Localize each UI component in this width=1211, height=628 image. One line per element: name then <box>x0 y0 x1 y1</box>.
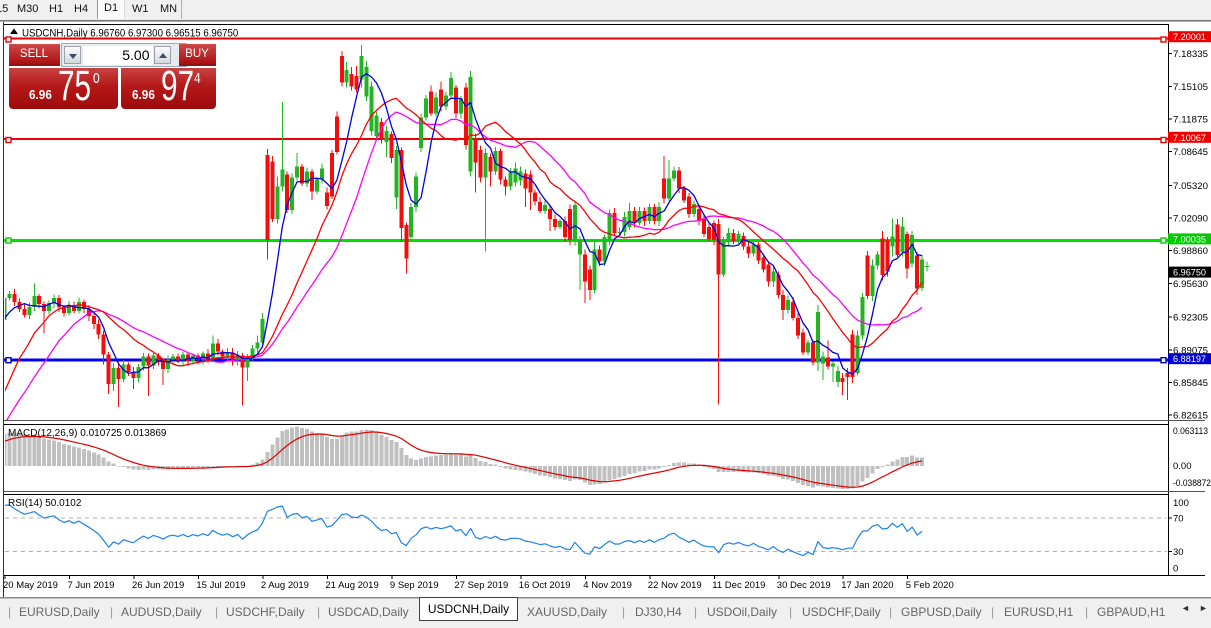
svg-text:22 Nov 2019: 22 Nov 2019 <box>648 580 702 591</box>
svg-text:17 Jan 2020: 17 Jan 2020 <box>841 580 893 591</box>
svg-text:20 May 2019: 20 May 2019 <box>3 580 58 591</box>
svg-text:-0.038872: -0.038872 <box>1173 478 1211 489</box>
svg-text:100: 100 <box>1173 498 1189 509</box>
svg-text:6.95630: 6.95630 <box>1173 279 1208 290</box>
svg-text:5 Feb 2020: 5 Feb 2020 <box>906 580 954 591</box>
svg-text:9 Sep 2019: 9 Sep 2019 <box>390 580 439 591</box>
svg-text:27 Sep 2019: 27 Sep 2019 <box>454 580 508 591</box>
svg-text:7.05320: 7.05320 <box>1173 181 1208 192</box>
svg-text:26 Jun 2019: 26 Jun 2019 <box>132 580 184 591</box>
svg-text:0.063113: 0.063113 <box>1173 426 1208 437</box>
svg-text:6.92305: 6.92305 <box>1173 313 1208 324</box>
svg-text:7.00035: 7.00035 <box>1173 234 1206 245</box>
svg-text:7.11875: 7.11875 <box>1173 115 1208 126</box>
svg-text:6.82615: 6.82615 <box>1173 411 1208 422</box>
svg-text:RSI(14) 50.0102: RSI(14) 50.0102 <box>8 498 82 509</box>
svg-text:7.10067: 7.10067 <box>1173 133 1206 144</box>
svg-text:7.20001: 7.20001 <box>1173 32 1206 43</box>
svg-text:7.15105: 7.15105 <box>1173 82 1208 93</box>
svg-text:USDCNH,Daily 6.96760 6.97300: USDCNH,Daily 6.96760 6.97300 6.96515 6.9… <box>22 28 239 40</box>
svg-text:7.18335: 7.18335 <box>1173 49 1208 60</box>
svg-text:11 Dec 2019: 11 Dec 2019 <box>712 580 765 591</box>
svg-text:2 Aug 2019: 2 Aug 2019 <box>261 580 309 591</box>
svg-text:6.85845: 6.85845 <box>1173 378 1208 389</box>
svg-text:6.98860: 6.98860 <box>1173 246 1208 257</box>
svg-text:7 Jun 2019: 7 Jun 2019 <box>68 580 115 591</box>
svg-text:MACD(12,26,9) 0.010725 0.01386: MACD(12,26,9) 0.010725 0.013869 <box>8 428 167 439</box>
svg-text:70: 70 <box>1173 514 1184 525</box>
svg-text:30 Dec 2019: 30 Dec 2019 <box>777 580 831 591</box>
svg-text:30: 30 <box>1173 547 1184 558</box>
svg-text:6.89075: 6.89075 <box>1173 345 1208 356</box>
svg-text:4 Nov 2019: 4 Nov 2019 <box>583 580 632 591</box>
svg-text:16 Oct 2019: 16 Oct 2019 <box>519 580 571 591</box>
svg-text:6.88197: 6.88197 <box>1173 354 1206 365</box>
svg-text:15 Jul 2019: 15 Jul 2019 <box>196 580 245 591</box>
svg-text:0.00: 0.00 <box>1173 461 1192 472</box>
svg-text:7.08645: 7.08645 <box>1173 147 1208 158</box>
svg-text:6.96750: 6.96750 <box>1173 268 1206 279</box>
svg-text:21 Aug 2019: 21 Aug 2019 <box>325 580 378 591</box>
svg-text:0: 0 <box>1173 564 1178 575</box>
svg-text:7.02090: 7.02090 <box>1173 214 1208 225</box>
